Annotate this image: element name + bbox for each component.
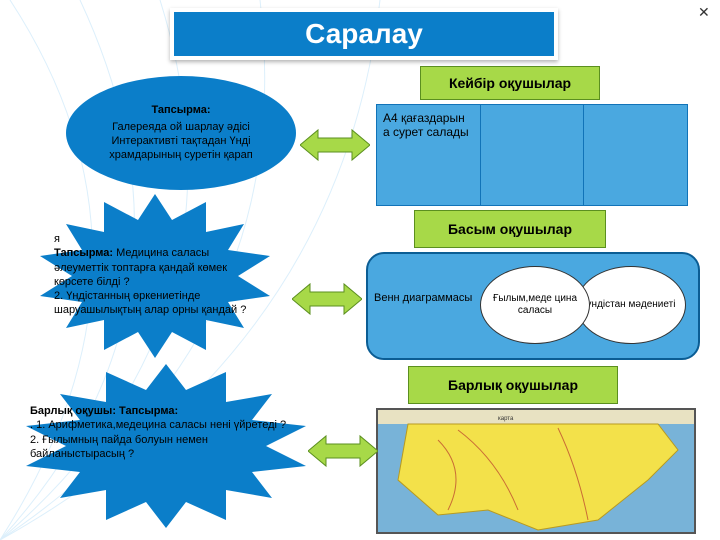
label-some-students: Кейбір оқушылар [420,66,600,100]
venn-caption: Венн диаграммасы [374,292,472,304]
venn-diagram-box: Венн диаграммасы Ғылым,меде цина саласы … [366,252,700,360]
map-placeholder: карта [376,408,696,534]
label-major-students: Басым оқушылар [414,210,606,248]
map-svg: карта [378,410,694,532]
table-cell-3 [584,105,687,205]
task-ellipse-body: Галереяда ой шарлау әдісі Интерактивті т… [109,121,252,162]
star-mid-prefix: я [54,233,60,245]
venn-oval-left: Ғылым,меде цина саласы [480,266,590,344]
task-ellipse-heading: Тапсырма: [90,103,272,117]
table-cell-1: А4 қағаздарын а сурет салады [377,105,481,205]
double-arrow-icon [308,434,378,468]
label-all-students: Барлық оқушылар [408,366,618,404]
double-arrow-icon [292,282,362,316]
close-icon[interactable]: ✕ [698,4,714,20]
table-cell-2 [481,105,585,205]
star-task-low: Барлық оқушы: Тапсырма: . 1. Арифметика,… [6,364,326,528]
star-mid-heading: Тапсырма: [54,247,113,259]
double-arrow-icon [300,128,370,162]
task-ellipse: Тапсырма: Галереяда ой шарлау әдісі Инте… [66,76,296,190]
star-low-body: . 1. Арифметика,медецина саласы нені үйр… [30,419,286,460]
page-title: Саралау [170,8,558,60]
a4-table: А4 қағаздарын а сурет салады [376,104,688,206]
venn-oval-right: үндістан мәдениеті [576,266,686,344]
svg-text:карта: карта [498,416,514,422]
star-low-heading: Барлық оқушы: Тапсырма: [30,405,178,417]
star-task-mid: я Тапсырма: Медицина саласы әлеуметтік т… [20,194,290,358]
